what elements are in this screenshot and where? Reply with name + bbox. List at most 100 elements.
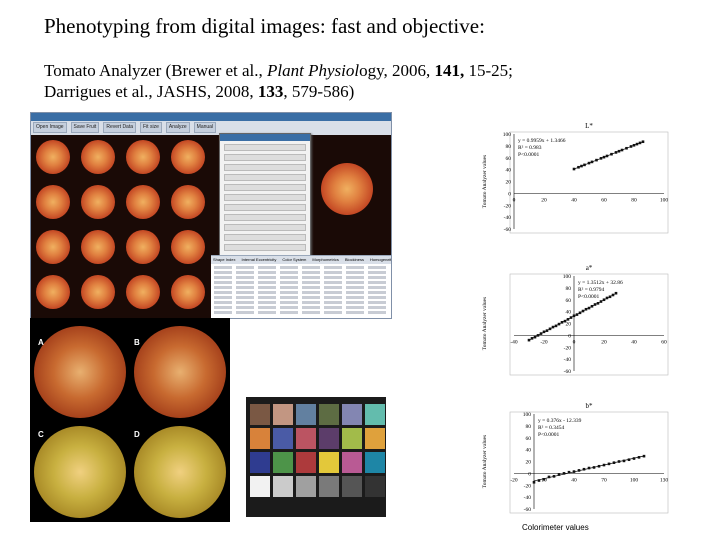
fruit-thumbnail xyxy=(126,275,160,309)
x-tick-label: 80 xyxy=(631,197,637,203)
results-tab[interactable]: Color System xyxy=(282,257,307,262)
y-tick-label: 20 xyxy=(566,322,572,328)
data-point xyxy=(532,480,536,484)
data-point xyxy=(608,295,612,299)
fruit-thumbnail xyxy=(36,230,70,264)
results-tabs: Shape Index Internal Eccentricity Color Sy… xyxy=(211,256,391,264)
plot-frame xyxy=(509,273,669,376)
color-swatch xyxy=(365,452,385,473)
data-point xyxy=(612,461,616,464)
data-point xyxy=(577,469,581,472)
data-point xyxy=(625,146,628,150)
data-point xyxy=(560,321,564,324)
y-tick-label: 80 xyxy=(566,286,572,292)
dialog-field xyxy=(224,154,306,161)
data-point xyxy=(637,456,641,459)
data-point xyxy=(580,164,583,168)
y-axis-label: Tomato Analyzer values xyxy=(482,297,488,350)
x-tick-label: 130 xyxy=(660,477,669,483)
y-tick-label: -20 xyxy=(504,203,512,209)
tomato-analyzer-screenshot: Open Image Save Fruit Revert Data Fit size A… xyxy=(30,112,392,319)
x-tick-label: 70 xyxy=(601,477,607,483)
y-tick-label: 80 xyxy=(526,424,532,430)
y-tick-label: -60 xyxy=(564,369,572,375)
toolbar-button[interactable]: Revert Data xyxy=(103,122,137,133)
fruit-image-a xyxy=(34,326,126,418)
results-tab[interactable]: Morphometrics xyxy=(312,257,339,262)
y-tick-label: 60 xyxy=(566,298,572,304)
y-axis-label: Tomato Analyzer values xyxy=(482,155,488,208)
data-point xyxy=(607,462,611,466)
toolbar-button[interactable]: Analyze xyxy=(165,122,190,133)
x-tick-label: -20 xyxy=(510,477,518,483)
toolbar-button[interactable]: Fit size xyxy=(140,122,162,133)
data-point xyxy=(590,304,594,308)
fruit-color-panel: A B C D xyxy=(30,318,230,522)
dialog-field xyxy=(224,204,306,211)
fruit-thumbnail xyxy=(171,185,205,219)
x-tick-label: 20 xyxy=(601,339,607,345)
toolbar-button[interactable]: Save Fruit xyxy=(70,122,100,133)
data-point xyxy=(632,143,636,147)
chart-annotation: R² = 0.983 xyxy=(518,145,542,151)
toolbar-button[interactable]: Open Image xyxy=(33,122,67,133)
color-swatch-grid xyxy=(250,404,385,497)
x-tick-label: 40 xyxy=(631,339,637,345)
fruit-image-d xyxy=(134,426,226,518)
data-point xyxy=(617,149,621,153)
color-checker-card xyxy=(246,397,386,517)
table-row xyxy=(214,311,388,314)
chart-title: b* xyxy=(586,402,594,410)
scatter-chart-a: 100 80 60 40 20 0 -20 -40 -60 -40 -20 0 20 40 60 a* Toma… xyxy=(446,258,676,376)
fruit-thumbnail xyxy=(81,230,115,264)
dialog-field xyxy=(224,144,306,151)
y-axis-label: Tomato Analyzer values xyxy=(482,435,488,488)
color-swatch xyxy=(250,476,270,497)
toolbar-button[interactable]: Manual xyxy=(193,122,217,133)
data-point xyxy=(642,454,646,458)
results-tab[interactable]: Shape Index xyxy=(213,257,236,262)
x-tick-label: 60 xyxy=(661,339,667,345)
data-point xyxy=(635,142,639,146)
fruit-thumbnail xyxy=(126,140,160,174)
fruit-thumbnail xyxy=(36,140,70,174)
data-point xyxy=(566,318,570,321)
y-tick-label: 100 xyxy=(523,412,532,418)
results-tab[interactable]: Blockiness xyxy=(344,257,364,262)
chart-title: a* xyxy=(586,264,593,272)
data-point xyxy=(599,300,603,303)
color-swatch xyxy=(365,476,385,497)
x-tick-label: 0 xyxy=(513,197,516,203)
data-point xyxy=(641,140,645,144)
dialog-field xyxy=(224,164,306,171)
data-point xyxy=(593,303,597,306)
y-tick-label: 20 xyxy=(526,460,532,466)
color-swatch xyxy=(273,404,293,425)
data-point xyxy=(552,475,556,478)
table-row xyxy=(214,291,388,294)
color-swatch xyxy=(365,428,385,449)
color-swatch xyxy=(250,404,270,425)
results-tab[interactable]: Internal Eccentricity xyxy=(241,257,277,262)
chart-annotation: y = 0.376x - 12.339 xyxy=(538,418,582,424)
chart-annotation: P<0.0001 xyxy=(578,294,600,300)
color-swatch xyxy=(296,428,316,449)
data-point xyxy=(596,302,600,305)
color-swatch xyxy=(273,476,293,497)
results-table: Shape Index Internal Eccentricity Color Sy… xyxy=(211,255,391,318)
chart-annotation: R² = 0.3454 xyxy=(538,425,565,431)
data-point xyxy=(530,337,534,340)
x-tick-label: 40 xyxy=(571,197,577,203)
y-tick-label: 60 xyxy=(526,436,532,442)
data-point xyxy=(622,459,626,463)
data-point xyxy=(551,325,555,329)
y-tick-label: -40 xyxy=(504,215,512,221)
y-tick-label: 0 xyxy=(508,191,511,197)
app-title-bar xyxy=(31,113,391,121)
color-swatch xyxy=(365,404,385,425)
color-swatch xyxy=(319,404,339,425)
panel-label-d: D xyxy=(134,430,140,439)
results-tab[interactable]: Homogeneity xyxy=(369,257,392,262)
